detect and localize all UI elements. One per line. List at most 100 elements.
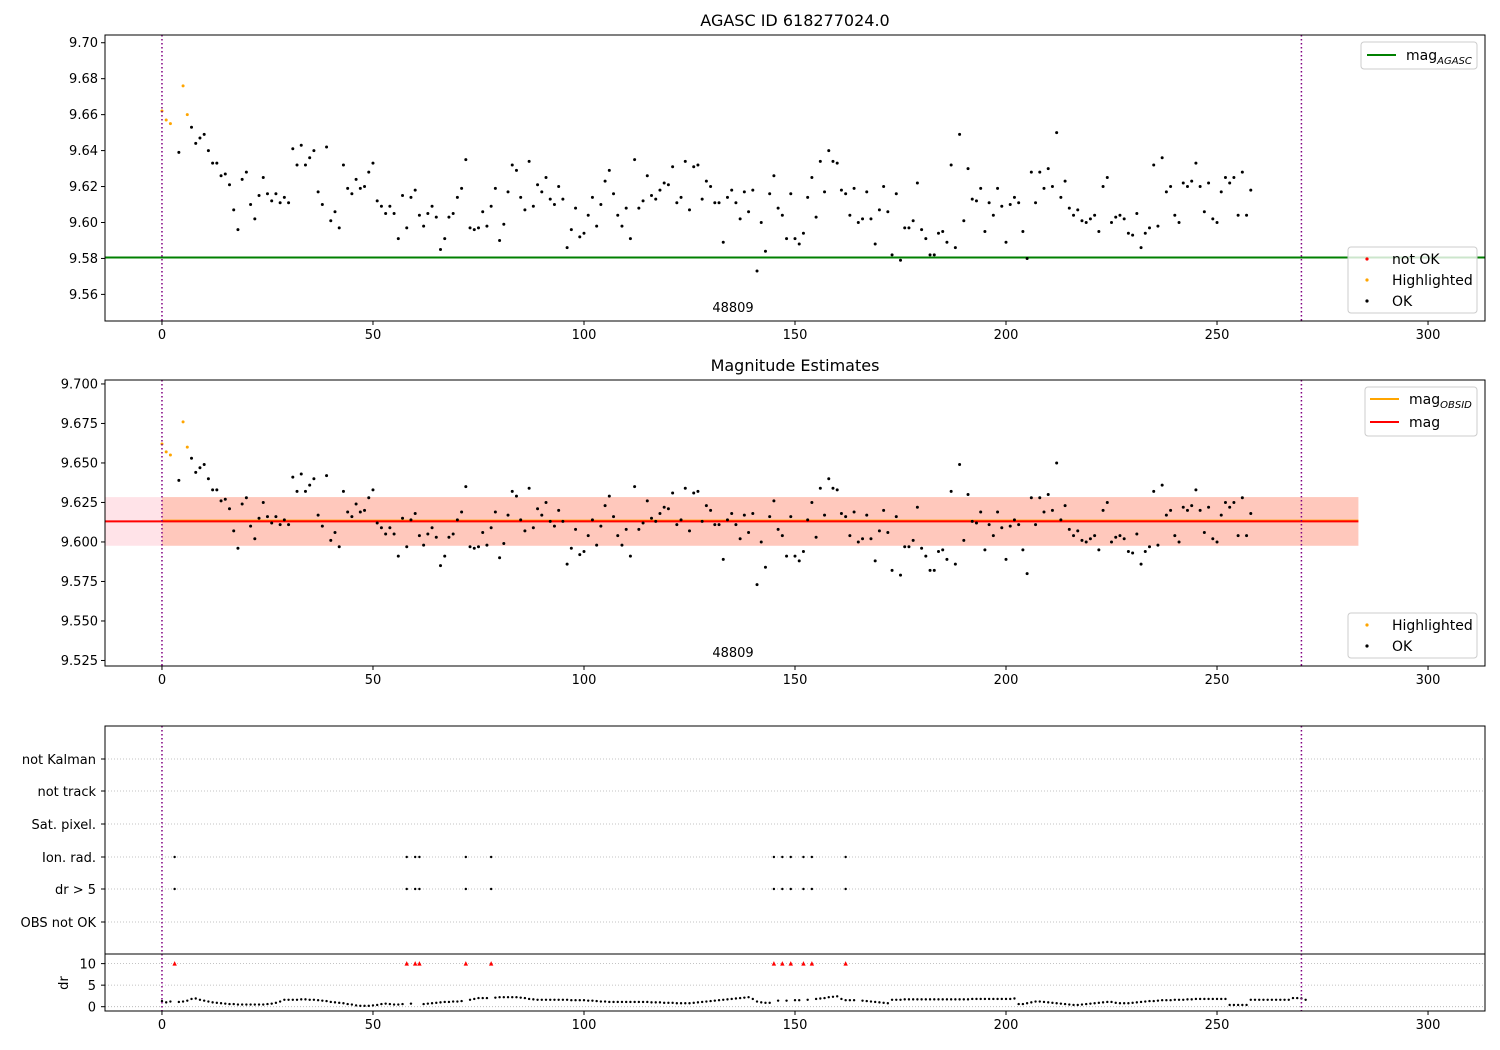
dr-point: [278, 1000, 282, 1003]
dr-point: [1148, 999, 1151, 1003]
dr-point: [861, 999, 864, 1002]
dr-point: [481, 996, 484, 1000]
ok-point: [190, 125, 194, 129]
ok-point: [1029, 496, 1033, 500]
ok-point: [831, 159, 835, 163]
ok-point: [949, 163, 953, 167]
ok-point: [1156, 224, 1160, 228]
ok-point: [1164, 513, 1168, 517]
ok-point: [953, 562, 957, 566]
ok-point: [637, 527, 641, 531]
ok-point: [379, 204, 383, 208]
dr-point: [949, 998, 953, 1001]
dr-point: [1127, 1002, 1130, 1005]
x-tick-label: 250: [1205, 1018, 1230, 1033]
y-tick-label: 9.525: [61, 654, 98, 669]
ok-point: [1004, 240, 1008, 244]
dr-point: [958, 998, 961, 1001]
ok-point: [274, 515, 278, 519]
panel3-frame: [104, 725, 1486, 1012]
dr-point: [354, 1004, 358, 1007]
ok-point: [1080, 219, 1084, 223]
ok-point: [974, 199, 978, 203]
dr-point: [557, 998, 560, 1001]
ok-point: [1202, 530, 1206, 534]
ok-point: [1173, 213, 1177, 217]
dr-point: [903, 998, 906, 1001]
ok-point: [1228, 505, 1232, 509]
ok-point: [734, 523, 738, 527]
ok-point: [464, 158, 468, 162]
ok-point: [447, 215, 451, 219]
dr-point: [620, 1000, 624, 1004]
ok-point: [409, 518, 413, 522]
ok-point: [856, 220, 860, 224]
dr-point: [553, 998, 556, 1001]
dr-point: [1220, 997, 1223, 1001]
dr-point: [819, 997, 822, 1000]
ok-point: [354, 177, 358, 181]
ok-point: [687, 208, 691, 212]
dr-point: [1190, 998, 1193, 1001]
dr-point: [1000, 997, 1003, 1001]
ok-point: [958, 132, 962, 136]
ok-point: [1118, 213, 1122, 217]
highlighted-point: [168, 453, 172, 457]
ok-point: [941, 548, 945, 552]
ok-point: [1012, 518, 1016, 522]
highlighted-point: [164, 118, 168, 122]
ok-point: [510, 163, 514, 167]
dr-point: [215, 1001, 219, 1005]
ok-point: [877, 208, 881, 212]
ok-point: [793, 237, 797, 241]
legend-box: [1347, 246, 1478, 314]
ok-point: [1223, 176, 1227, 180]
ok-point: [219, 499, 223, 503]
ok-point: [514, 168, 518, 172]
ok-point: [637, 206, 641, 210]
dr-point: [1241, 1003, 1244, 1007]
ok-point: [215, 161, 219, 165]
panel1-plot-area: [105, 35, 1485, 321]
ok-point: [316, 513, 320, 517]
flags-plot-area: [105, 726, 1485, 1011]
ok-point: [451, 532, 455, 536]
ok-point: [202, 463, 206, 467]
dr-point: [878, 1001, 881, 1004]
dr-point: [852, 999, 856, 1002]
ok-point: [687, 529, 691, 533]
dr-point: [882, 1001, 885, 1005]
ok-point: [831, 486, 835, 490]
dr-point: [443, 1000, 446, 1004]
ok-point: [1080, 538, 1084, 542]
ok-point: [460, 510, 464, 514]
dr-point: [937, 998, 940, 1001]
ok-point: [413, 188, 417, 192]
ok-point: [747, 530, 751, 534]
ok-point: [312, 477, 316, 481]
ok-point: [1198, 185, 1202, 189]
ok-point: [700, 197, 704, 201]
x-tick-label: 100: [572, 1018, 597, 1033]
ok-point: [882, 508, 886, 512]
ok-point: [1021, 548, 1025, 552]
ok-point: [1202, 210, 1206, 214]
dr-point: [359, 1004, 362, 1008]
ok-point: [1131, 233, 1135, 237]
ok-point: [510, 489, 514, 493]
ok-point: [265, 515, 269, 519]
ok-point: [1042, 510, 1046, 514]
x-tick-label: 300: [1416, 328, 1441, 343]
ok-point: [544, 176, 548, 180]
legend-mag-label: mag: [1409, 415, 1440, 431]
ok-point: [894, 192, 898, 196]
dr-point: [848, 999, 852, 1002]
dr-point: [1122, 1002, 1126, 1005]
flag-point: [413, 855, 417, 859]
dr-point: [1224, 997, 1227, 1001]
x-tick-label: 150: [783, 328, 808, 343]
dr-point: [738, 996, 742, 1000]
dr-clipped-marker: [172, 961, 177, 966]
dr-point: [671, 1001, 674, 1005]
ok-point: [1219, 513, 1223, 517]
